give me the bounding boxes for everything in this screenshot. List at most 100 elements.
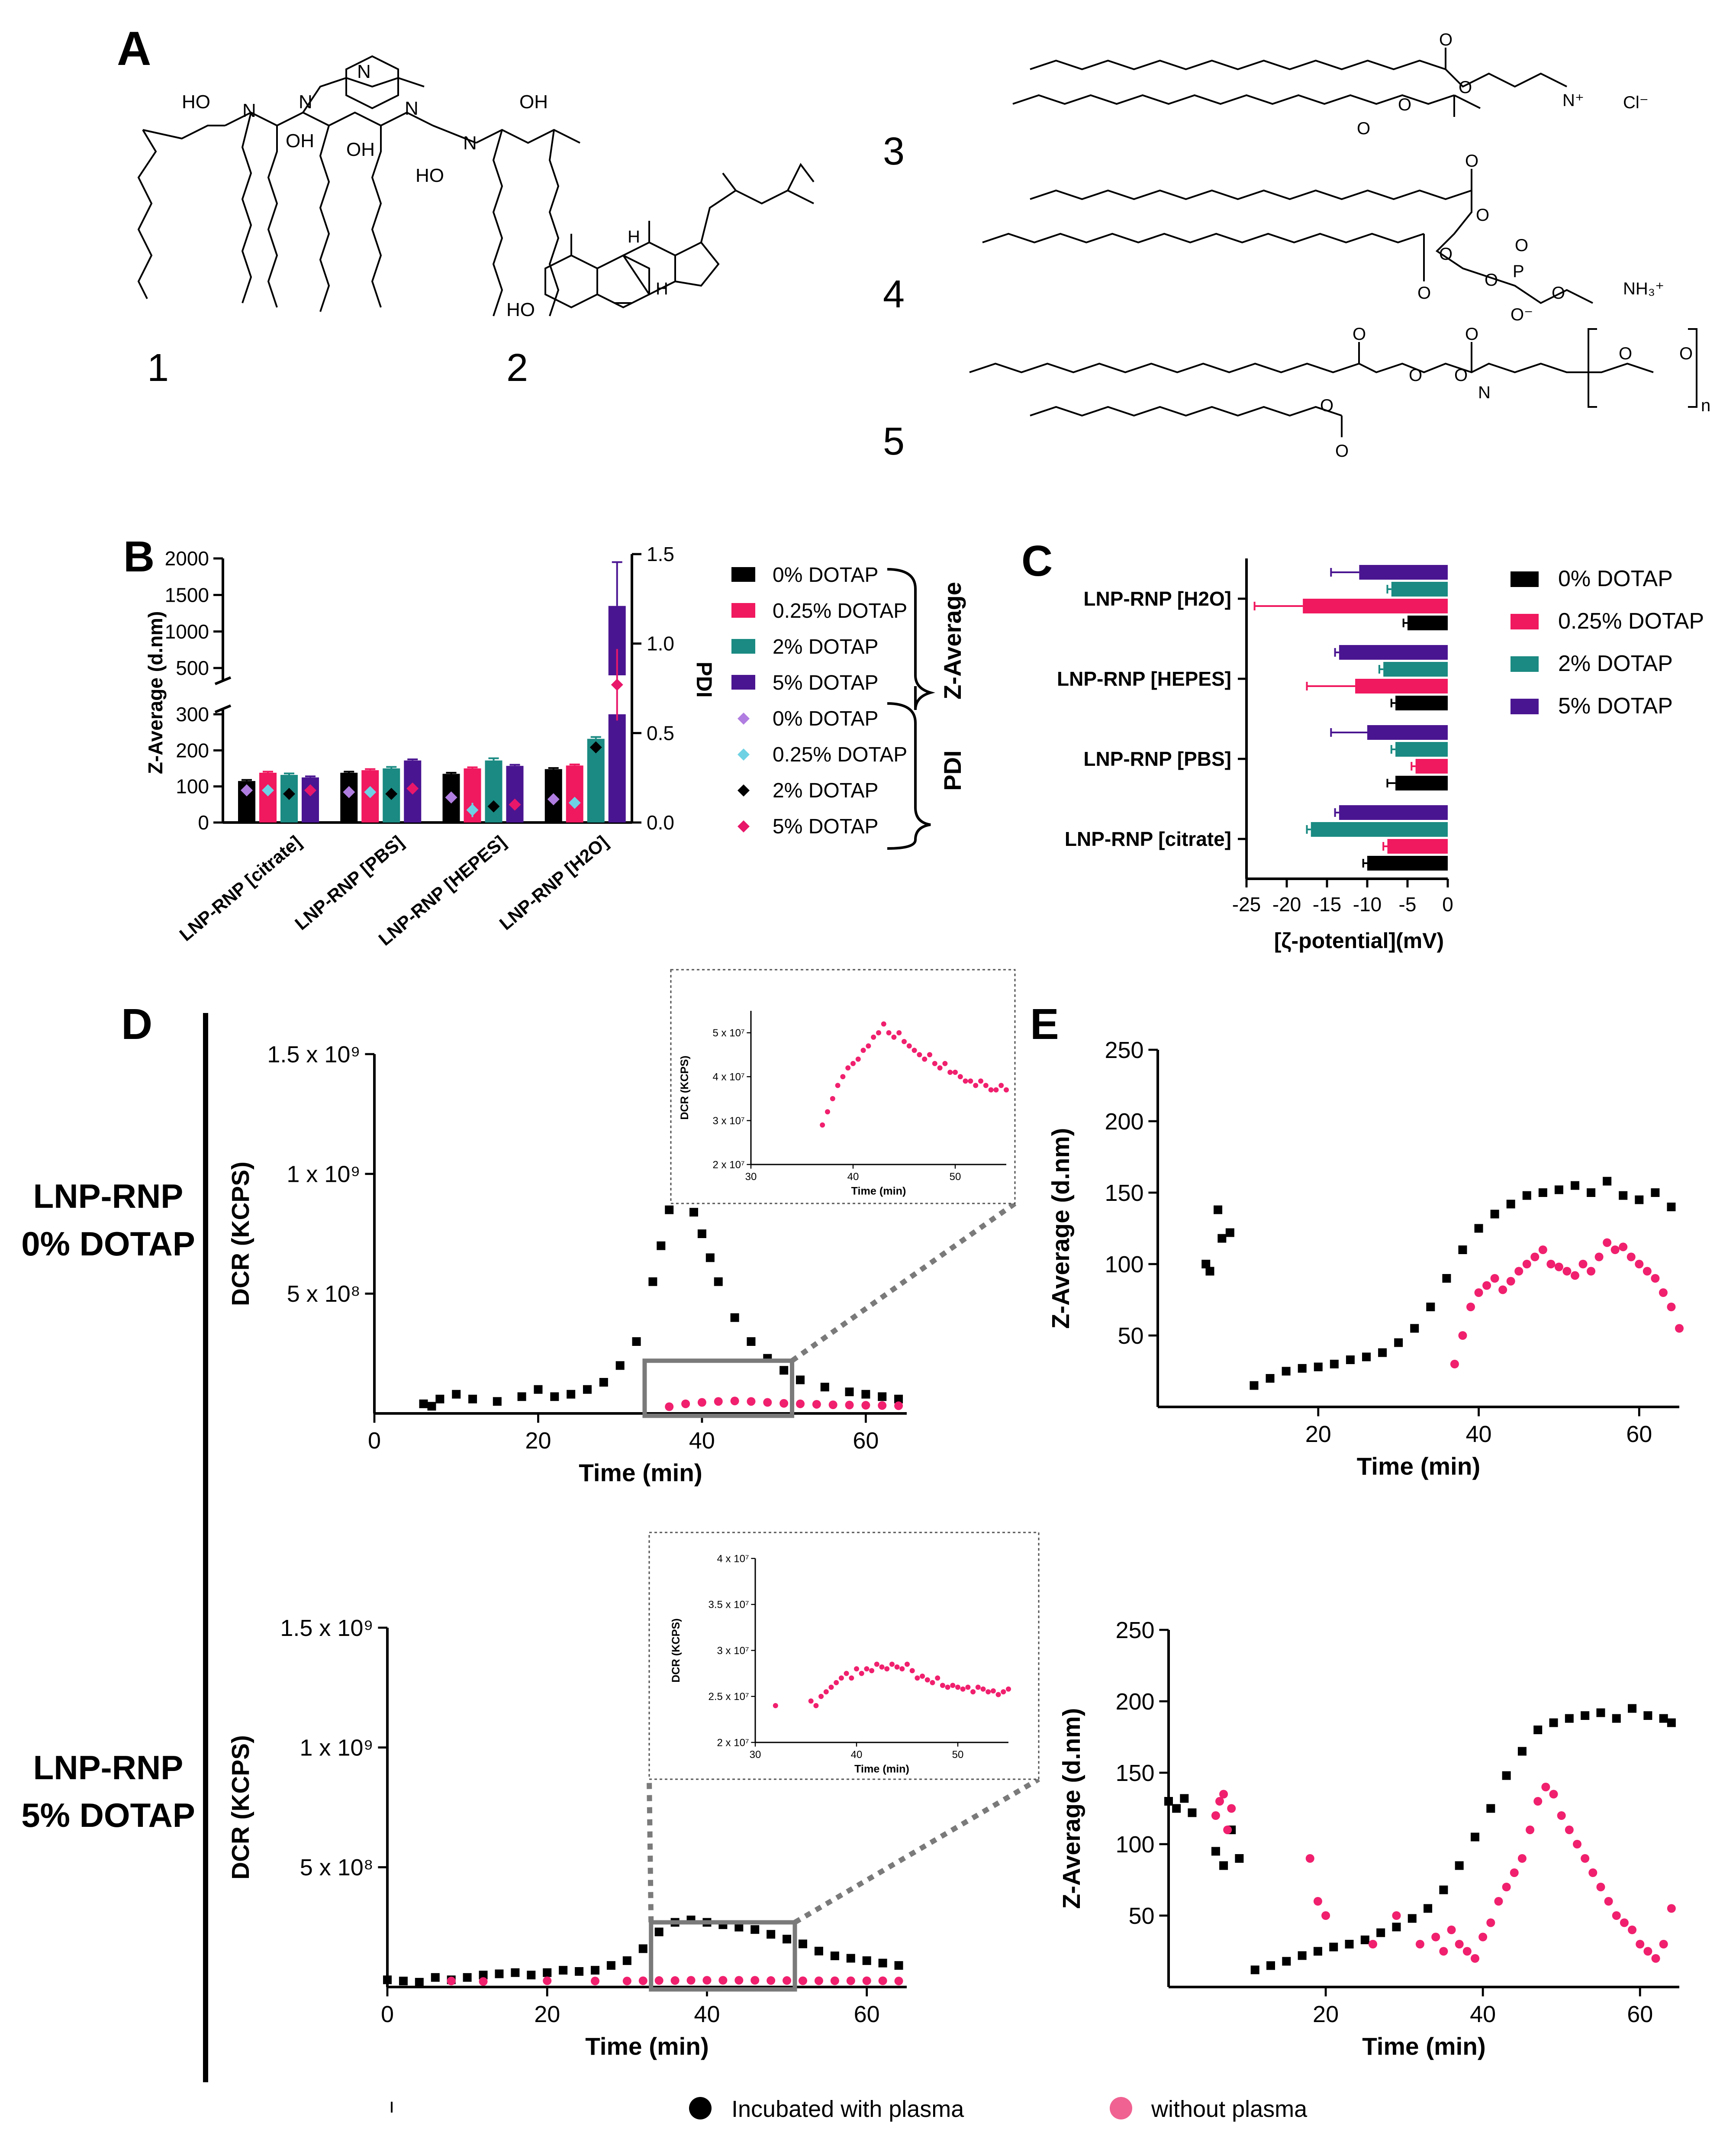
d2-inset-x-tick-label: 40 bbox=[851, 1749, 863, 1761]
compound-2-atoms: HO H H bbox=[506, 227, 668, 320]
b-bar bbox=[259, 773, 277, 823]
d1-plasma-point bbox=[779, 1366, 789, 1375]
d1-no-plasma-point bbox=[730, 1397, 739, 1406]
d1-plasma-point bbox=[689, 1208, 698, 1217]
d2-no-plasma-point bbox=[767, 1976, 776, 1985]
b-legend-label: 5% DOTAP bbox=[773, 815, 879, 838]
chart-d2: 0 20 40 60 5 x 10⁸ 1 x 10⁹ 1.5 x 10⁹ Time (min)… bbox=[227, 1532, 1040, 2061]
d2-plasma-point bbox=[431, 1973, 440, 1982]
b-legend-swatch bbox=[731, 567, 755, 582]
c-x-tick-label: -10 bbox=[1353, 893, 1382, 916]
c-bar bbox=[1339, 645, 1448, 660]
legend-no-plasma-label: without plasma bbox=[1151, 2096, 1308, 2122]
d1-plasma-point bbox=[435, 1394, 444, 1403]
d1-plasma-point bbox=[550, 1392, 559, 1401]
d2-plasma-point bbox=[894, 1961, 903, 1970]
d2-inset-no-plasma-point bbox=[960, 1686, 966, 1692]
compound-number-5: 5 bbox=[883, 420, 905, 463]
d2-inset-no-plasma-point bbox=[915, 1675, 920, 1681]
e1-plasma-point bbox=[1214, 1205, 1223, 1214]
b-y-axis-title: Z-Average (d.nm) bbox=[144, 611, 167, 774]
b-y-tick-label: 500 bbox=[176, 657, 209, 679]
d2-x-tick-label: 60 bbox=[854, 2001, 880, 2027]
compound-number-2: 2 bbox=[506, 346, 528, 390]
d2-no-plasma-point bbox=[670, 1976, 680, 1985]
chart-c: -25 -20 -15 -10 -5 0 [ζ-potential](mV) LNP-RNP … bbox=[1057, 558, 1704, 953]
e2-plasma-point bbox=[1667, 1718, 1676, 1727]
e2-plasma-point bbox=[1565, 1714, 1574, 1723]
e2-no-plasma-point bbox=[1313, 1897, 1322, 1906]
atom-n-4: N bbox=[405, 98, 419, 119]
d1-inset-no-plasma-point bbox=[886, 1030, 892, 1035]
e2-plasma-point bbox=[1392, 1923, 1401, 1932]
e1-plasma-point bbox=[1362, 1352, 1371, 1361]
b-pdi-marker bbox=[283, 787, 295, 800]
d2-plasma-point bbox=[622, 1956, 631, 1965]
d1-inset-no-plasma-point bbox=[937, 1065, 943, 1071]
e1-no-plasma-point bbox=[1667, 1303, 1676, 1311]
d2-inset-no-plasma-point bbox=[823, 1689, 829, 1695]
e1-no-plasma-point bbox=[1594, 1252, 1604, 1261]
atom-o-4c: O bbox=[1439, 245, 1453, 264]
d2-inset-no-plasma-point bbox=[844, 1671, 849, 1676]
atom-o-5f: O bbox=[1679, 344, 1693, 363]
c-bar bbox=[1359, 565, 1448, 580]
atom-oh-2: OH bbox=[346, 139, 375, 160]
d1-inset-y-axis-title: DCR (KCPS) bbox=[679, 1055, 691, 1119]
d1-inset-no-plasma-point bbox=[968, 1078, 973, 1084]
e2-no-plasma-point bbox=[1211, 1811, 1220, 1820]
d1-plasma-point bbox=[419, 1399, 428, 1408]
b-legend-swatch bbox=[731, 675, 755, 690]
e2-no-plasma-point bbox=[1628, 1926, 1637, 1934]
e2-plasma-point bbox=[1180, 1794, 1189, 1803]
e1-plasma-point bbox=[1442, 1274, 1451, 1283]
e1-no-plasma-point bbox=[1587, 1267, 1596, 1276]
d1-plasma-point bbox=[705, 1253, 715, 1262]
d1-inset-no-plasma-point bbox=[973, 1083, 979, 1088]
d2-inset-no-plasma-point bbox=[808, 1698, 814, 1704]
d2-inset-no-plasma-point bbox=[1006, 1686, 1011, 1692]
d2-inset-no-plasma-point bbox=[970, 1689, 976, 1695]
b-pdi-marker bbox=[385, 787, 398, 800]
compound-4-atoms: O O O O O P O O⁻ O NH₃⁺ bbox=[1417, 152, 1664, 324]
e2-no-plasma-point bbox=[1526, 1826, 1535, 1834]
e1-no-plasma-point bbox=[1450, 1360, 1459, 1368]
e1-plasma-point bbox=[1458, 1245, 1467, 1254]
b-axis-break-1 bbox=[214, 676, 232, 685]
atom-h-2: H bbox=[656, 279, 668, 298]
d2-inset-no-plasma-point bbox=[920, 1674, 925, 1679]
e1-no-plasma-point bbox=[1506, 1277, 1515, 1286]
d1-inset-y-tick-label: 5 x 10⁷ bbox=[713, 1027, 745, 1039]
e1-plasma-point bbox=[1538, 1188, 1547, 1197]
e2-no-plasma-point bbox=[1541, 1783, 1550, 1791]
atom-o-3c: O bbox=[1398, 95, 1411, 114]
d1-inset-x-tick-label: 40 bbox=[847, 1171, 859, 1183]
d2-no-plasma-point bbox=[830, 1976, 839, 1985]
legend-plasma-marker bbox=[689, 2097, 712, 2119]
b-pdi-marker bbox=[487, 800, 500, 813]
d2-no-plasma-point bbox=[862, 1976, 871, 1985]
d2-no-plasma-point bbox=[479, 1977, 488, 1986]
e2-no-plasma-point bbox=[1659, 1940, 1668, 1948]
atom-o-5d: O bbox=[1454, 366, 1468, 385]
b-bar bbox=[608, 714, 626, 823]
chart-e2: 20 40 60 50 100 150 200 250 Time (min) Z-Average … bbox=[1058, 1617, 1679, 2061]
d2-plasma-point bbox=[654, 1927, 663, 1936]
c-legend-swatch bbox=[1511, 614, 1539, 629]
c-x-tick-label: -15 bbox=[1313, 893, 1341, 916]
b-y2-axis-title: PDI bbox=[692, 661, 716, 697]
atom-n-1: N bbox=[242, 100, 256, 121]
e2-plasma-point bbox=[1643, 1711, 1652, 1720]
d1-zoom-box bbox=[642, 1358, 795, 1418]
d2-plasma-point bbox=[783, 1935, 792, 1944]
d2-inset-no-plasma-point bbox=[849, 1675, 854, 1681]
d1-y-tick-label: 1.5 x 10⁹ bbox=[267, 1042, 360, 1068]
e2-no-plasma-point bbox=[1557, 1811, 1566, 1820]
d2-inset-no-plasma-point bbox=[813, 1703, 819, 1708]
d2-inset-y-tick-label: 4 x 10⁷ bbox=[717, 1553, 749, 1564]
e2-no-plasma-point bbox=[1667, 1904, 1676, 1913]
d2-inset-no-plasma-point bbox=[930, 1680, 935, 1685]
e1-x-tick-label: 20 bbox=[1305, 1421, 1331, 1447]
e1-plasma-point bbox=[1474, 1224, 1483, 1233]
